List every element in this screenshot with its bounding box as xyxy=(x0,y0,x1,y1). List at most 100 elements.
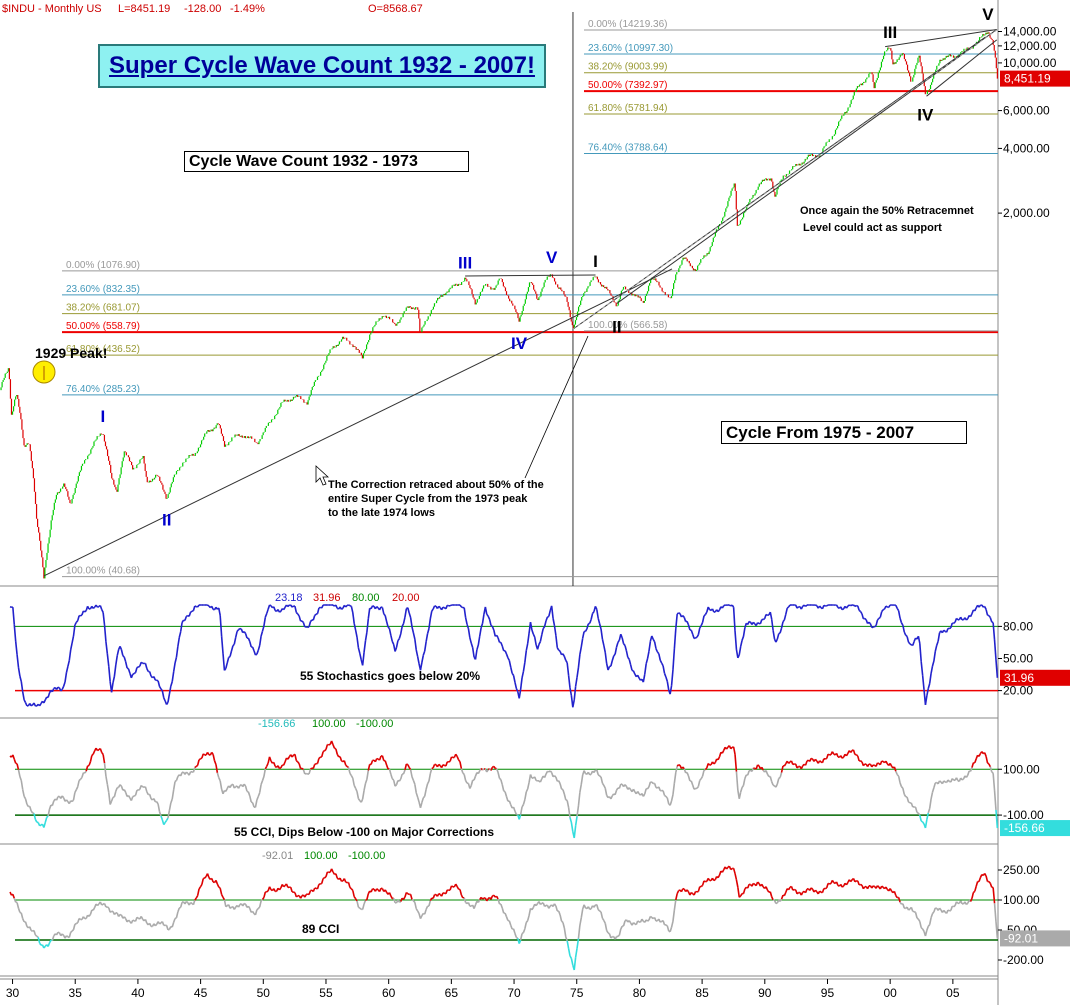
stochastics-segment xyxy=(526,632,530,644)
stochastics-segment xyxy=(652,638,656,643)
stochastics-value-label: 31.96 xyxy=(1004,671,1034,685)
stochastics-segment xyxy=(495,634,499,639)
cci55-segment xyxy=(969,767,973,772)
cci55-segment xyxy=(219,780,223,790)
cci89-segment xyxy=(555,905,559,912)
cci55-segment xyxy=(256,796,260,801)
cci55-segment xyxy=(960,777,963,781)
cci89-segment xyxy=(312,887,316,892)
cci55-segment xyxy=(664,794,667,798)
stochastics-segment xyxy=(366,618,370,633)
stochastics-segment xyxy=(172,662,176,673)
cci89-segment xyxy=(92,907,96,911)
cci55-segment xyxy=(442,763,445,767)
cci55-segment xyxy=(268,756,272,762)
cci55-segment xyxy=(144,786,148,793)
cci55-segment xyxy=(700,775,704,780)
cci89-segment xyxy=(531,907,535,911)
cci89-segment xyxy=(376,888,379,891)
stochastics-segment xyxy=(905,634,908,638)
stochastics-segment xyxy=(33,702,37,707)
cci55-segment xyxy=(334,747,337,750)
stochastics-segment xyxy=(646,651,650,659)
cci89-segment xyxy=(620,925,623,930)
stochastics-segment xyxy=(574,677,578,687)
cci89-segment xyxy=(700,884,704,888)
cci89-segment xyxy=(993,903,997,922)
stochastics-segment xyxy=(572,699,576,708)
cci55-segment xyxy=(498,777,502,781)
stochastics-segment xyxy=(981,604,984,608)
cci89-segment xyxy=(899,901,903,905)
cci55-segment xyxy=(301,767,304,771)
cci89-segment xyxy=(185,900,189,904)
cci89-segment xyxy=(737,887,741,898)
stochastics-segment xyxy=(786,606,790,609)
cci55-segment xyxy=(196,759,200,766)
stochastics-segment xyxy=(115,655,119,666)
cci55-segment xyxy=(604,788,608,796)
cci55-segment xyxy=(906,796,910,803)
cci55-segment xyxy=(917,812,921,816)
cci89-segment xyxy=(206,873,210,878)
stochastics-segment xyxy=(380,606,383,609)
cci55-segment xyxy=(800,765,804,770)
cci89-segment xyxy=(48,939,52,944)
cci55-segment xyxy=(332,744,336,749)
cci89-segment xyxy=(263,891,267,898)
stochastics-segment xyxy=(594,605,598,610)
cci89-note: 89 CCI xyxy=(302,922,339,936)
stochastics-segment xyxy=(553,625,557,636)
cci55-segment xyxy=(658,786,662,792)
cci55-segment xyxy=(366,770,370,780)
stochastics-segment xyxy=(539,634,543,642)
cci89-segment xyxy=(678,889,681,892)
cci89-segment xyxy=(258,900,262,908)
stochastics-segment xyxy=(690,629,694,635)
stochastics-segment xyxy=(686,621,690,626)
stochastics-segment xyxy=(985,609,989,616)
cci55-segment xyxy=(12,754,16,760)
cci55-segment xyxy=(353,785,357,789)
cci89-segment xyxy=(132,919,135,922)
stochastics-segment xyxy=(579,646,583,655)
cci55-segment xyxy=(34,819,38,823)
cci55-segment xyxy=(150,798,154,801)
cci89-segment xyxy=(659,920,663,923)
cci55-segment xyxy=(919,814,922,822)
stochastics-segment xyxy=(734,630,738,650)
stochastics-segment xyxy=(978,604,982,608)
cci89-segment xyxy=(599,910,602,913)
stochastics-segment xyxy=(302,622,306,628)
x-axis-label: 35 xyxy=(69,986,83,1000)
cci89-segment xyxy=(370,888,374,893)
fib-label-1932-1973: 100.00% (40.68) xyxy=(66,566,140,577)
cci55-segment xyxy=(409,769,413,777)
cci89-segment xyxy=(34,934,38,937)
stochastics-segment xyxy=(174,657,178,664)
last-price-label: 8,451.19 xyxy=(1004,72,1051,86)
cci55-segment xyxy=(23,795,27,800)
cci55-segment xyxy=(931,787,935,793)
cci89-segment xyxy=(378,887,382,892)
cci89-segment xyxy=(814,889,818,893)
stochastics-segment xyxy=(167,693,171,703)
stochastics-segment xyxy=(935,640,939,646)
cci55-segment xyxy=(738,791,742,799)
cci55-segment xyxy=(889,762,893,767)
cci89-segment xyxy=(553,903,557,907)
cci55-segment xyxy=(287,756,290,760)
stochastics-segment xyxy=(660,662,664,667)
x-axis-label: 75 xyxy=(570,986,584,1000)
stochastics-segment xyxy=(532,633,536,638)
cci55-segment xyxy=(704,767,708,771)
stochastics-segment xyxy=(408,612,412,618)
stochastics-segment xyxy=(185,614,189,618)
stochastics-segment xyxy=(228,655,231,659)
cci55-segment xyxy=(112,796,115,799)
cci55-segment xyxy=(951,778,955,781)
stochastics-segment xyxy=(345,604,348,608)
stochastics-segment xyxy=(251,646,255,652)
stochastics-segment xyxy=(917,636,921,644)
cci89-segment xyxy=(123,916,127,920)
